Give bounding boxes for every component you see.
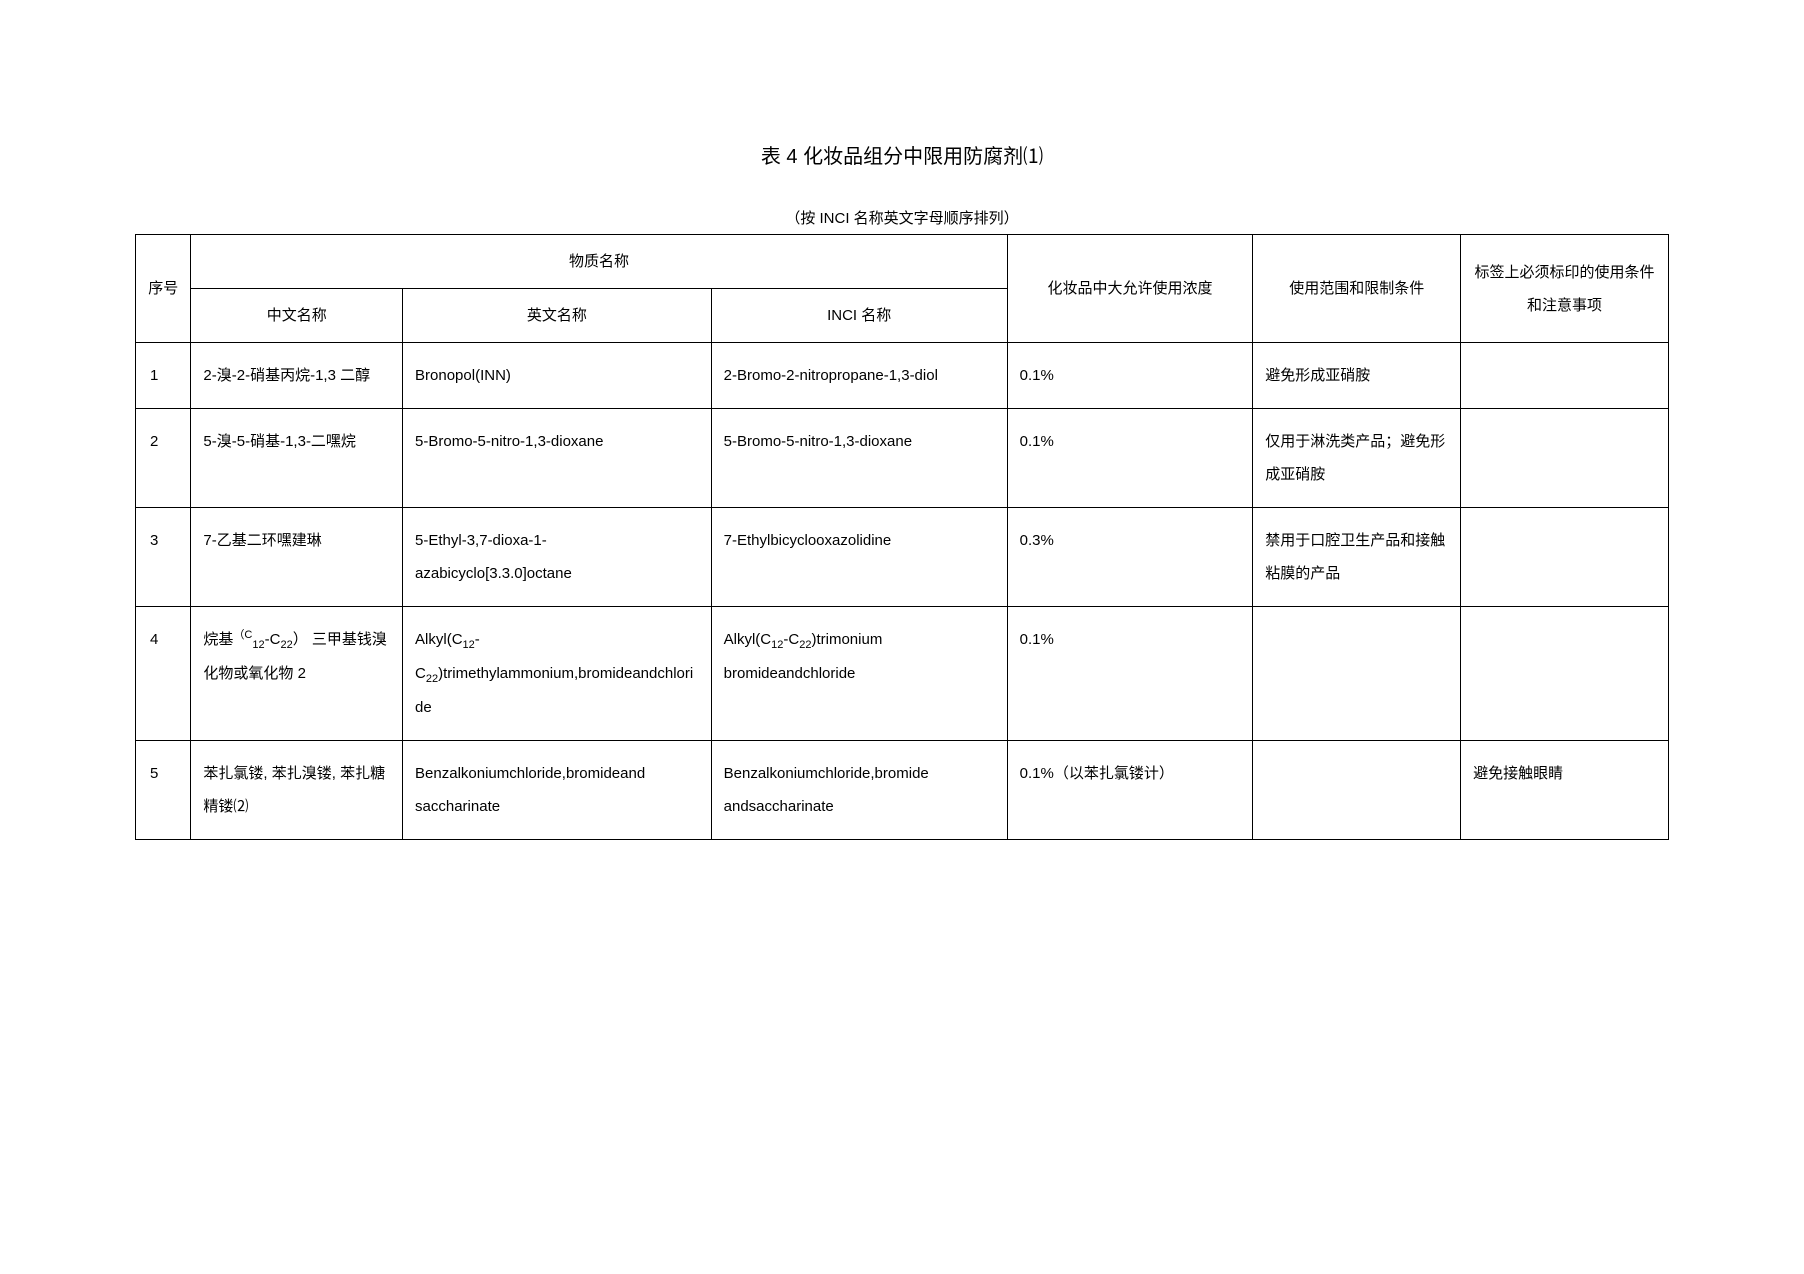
cell-inci-name: 7-Ethylbicyclooxazolidine xyxy=(711,508,1007,607)
header-cn: 中文名称 xyxy=(191,289,403,343)
cell-conditions: 仅用于淋洗类产品；避免形成亚硝胺 xyxy=(1253,409,1461,508)
cell-seq: 1 xyxy=(136,343,191,409)
header-en: 英文名称 xyxy=(403,289,712,343)
cell-inci-name: Benzalkoniumchloride,bromide andsacchari… xyxy=(711,741,1007,840)
cell-seq: 3 xyxy=(136,508,191,607)
table-row: 12-溴-2-硝基丙烷-1,3 二醇Bronopol(INN)2-Bromo-2… xyxy=(136,343,1669,409)
table-row: 25-溴-5-硝基-1,3-二嘿烷5-Bromo-5-nitro-1,3-dio… xyxy=(136,409,1669,508)
cell-conditions xyxy=(1253,741,1461,840)
table-body: 12-溴-2-硝基丙烷-1,3 二醇Bronopol(INN)2-Bromo-2… xyxy=(136,343,1669,840)
cell-en-name: 5-Ethyl-3,7-dioxa-1-azabicyclo[3.3.0]oct… xyxy=(403,508,712,607)
cell-conditions: 禁用于口腔卫生产品和接触粘膜的产品 xyxy=(1253,508,1461,607)
header-cond: 使用范围和限制条件 xyxy=(1253,235,1461,343)
cell-label-requirement xyxy=(1461,343,1669,409)
cell-concentration: 0.1% xyxy=(1007,343,1253,409)
table-title: 表 4 化妆品组分中限用防腐剂⑴ xyxy=(135,140,1669,169)
header-conc: 化妆品中大允许使用浓度 xyxy=(1007,235,1253,343)
cell-seq: 4 xyxy=(136,607,191,741)
header-label: 标签上必须标印的使用条件和注意事项 xyxy=(1461,235,1669,343)
cell-concentration: 0.3% xyxy=(1007,508,1253,607)
header-substance: 物质名称 xyxy=(191,235,1007,289)
cell-label-requirement xyxy=(1461,409,1669,508)
cell-concentration: 0.1% xyxy=(1007,607,1253,741)
cell-en-name: Benzalkoniumchloride,bromideand sacchari… xyxy=(403,741,712,840)
cell-cn-name: 苯扎氯镂, 苯扎溴镂, 苯扎糖精镂⑵ xyxy=(191,741,403,840)
document-page: 表 4 化妆品组分中限用防腐剂⑴ （按 INCI 名称英文字母顺序排列） 序号 … xyxy=(0,0,1804,900)
cell-inci-name: 5-Bromo-5-nitro-1,3-dioxane xyxy=(711,409,1007,508)
cell-seq: 2 xyxy=(136,409,191,508)
cell-label-requirement: 避免接触眼睛 xyxy=(1461,741,1669,840)
header-seq: 序号 xyxy=(136,235,191,343)
preservatives-table: 序号 物质名称 化妆品中大允许使用浓度 使用范围和限制条件 标签上必须标印的使用… xyxy=(135,234,1669,840)
cell-cn-name: 7-乙基二环嘿建琳 xyxy=(191,508,403,607)
cell-en-name: Alkyl(C12-C22)trimethylammonium,bromidea… xyxy=(403,607,712,741)
cell-concentration: 0.1% xyxy=(1007,409,1253,508)
cell-inci-name: 2-Bromo-2-nitropropane-1,3-diol xyxy=(711,343,1007,409)
cell-concentration: 0.1%（以苯扎氯镂计） xyxy=(1007,741,1253,840)
cell-en-name: Bronopol(INN) xyxy=(403,343,712,409)
cell-conditions: 避免形成亚硝胺 xyxy=(1253,343,1461,409)
header-inci: INCI 名称 xyxy=(711,289,1007,343)
cell-inci-name: Alkyl(C12-C22)trimonium bromideandchlori… xyxy=(711,607,1007,741)
table-subtitle: （按 INCI 名称英文字母顺序排列） xyxy=(135,207,1669,228)
cell-label-requirement xyxy=(1461,607,1669,741)
table-row: 4烷基（C12-C22） 三甲基钱溴化物或氧化物 2Alkyl(C12-C22)… xyxy=(136,607,1669,741)
table-header: 序号 物质名称 化妆品中大允许使用浓度 使用范围和限制条件 标签上必须标印的使用… xyxy=(136,235,1669,343)
cell-cn-name: 5-溴-5-硝基-1,3-二嘿烷 xyxy=(191,409,403,508)
cell-cn-name: 烷基（C12-C22） 三甲基钱溴化物或氧化物 2 xyxy=(191,607,403,741)
cell-seq: 5 xyxy=(136,741,191,840)
table-row: 5苯扎氯镂, 苯扎溴镂, 苯扎糖精镂⑵Benzalkoniumchloride,… xyxy=(136,741,1669,840)
table-row: 37-乙基二环嘿建琳5-Ethyl-3,7-dioxa-1-azabicyclo… xyxy=(136,508,1669,607)
cell-label-requirement xyxy=(1461,508,1669,607)
cell-en-name: 5-Bromo-5-nitro-1,3-dioxane xyxy=(403,409,712,508)
cell-conditions xyxy=(1253,607,1461,741)
cell-cn-name: 2-溴-2-硝基丙烷-1,3 二醇 xyxy=(191,343,403,409)
